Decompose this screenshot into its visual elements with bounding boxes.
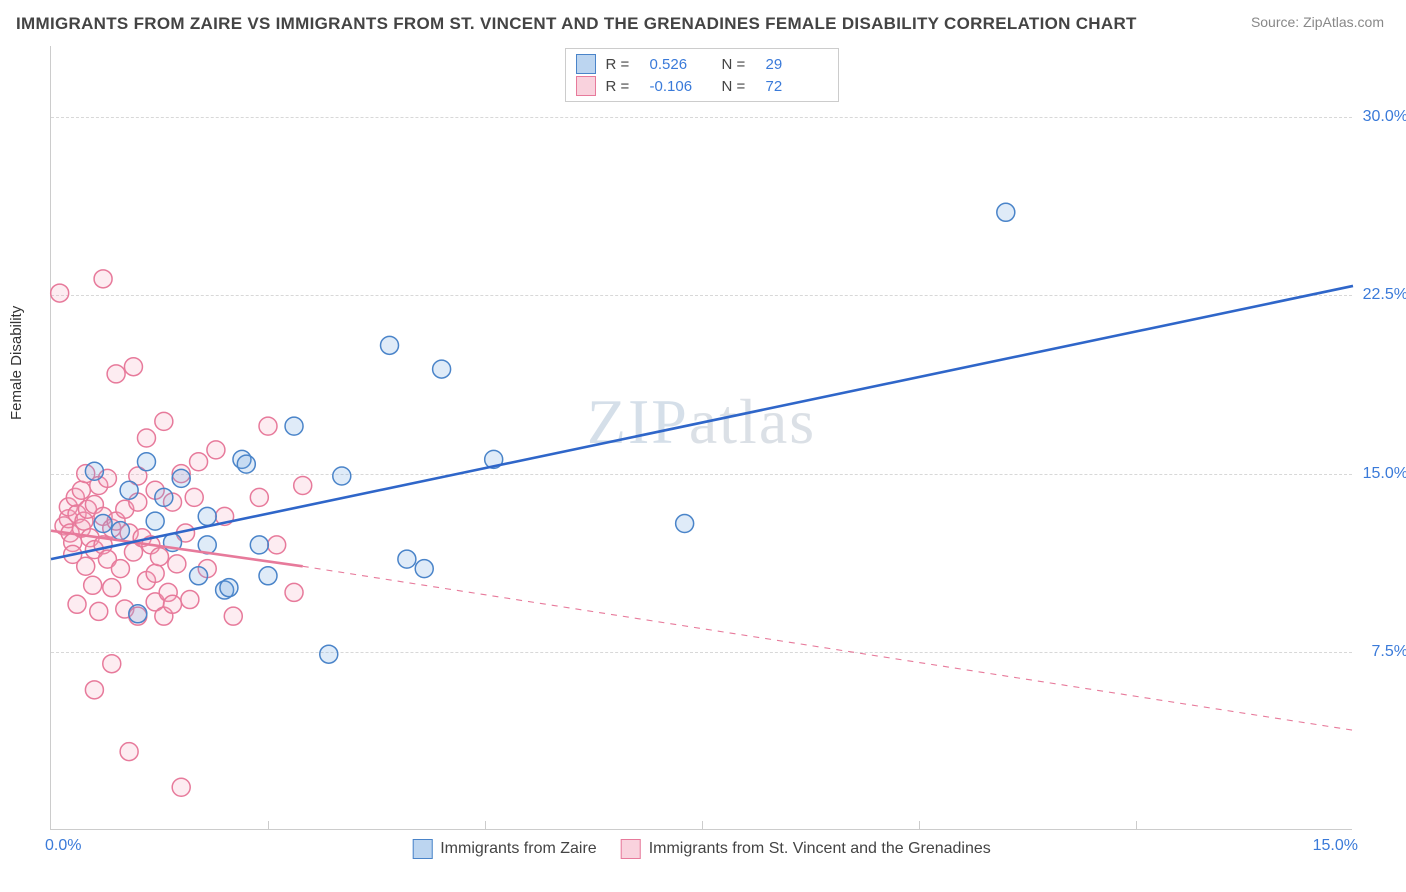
n-value-svg: 72 (766, 78, 828, 95)
y-tick-label: 7.5% (1372, 643, 1406, 661)
y-tick-label: 22.5% (1363, 286, 1406, 304)
swatch-icon (412, 839, 432, 859)
n-label: N = (722, 56, 756, 73)
scatter-svg (51, 46, 1352, 829)
legend-item-zaire: Immigrants from Zaire (412, 839, 596, 859)
n-label: N = (722, 78, 756, 95)
swatch-svg (576, 76, 596, 96)
y-tick-label: 15.0% (1363, 465, 1406, 483)
legend-label: Immigrants from Zaire (440, 840, 596, 858)
legend-series: Immigrants from Zaire Immigrants from St… (412, 839, 991, 859)
legend-label: Immigrants from St. Vincent and the Gren… (649, 840, 991, 858)
x-tick-min: 0.0% (45, 837, 81, 855)
r-label: R = (606, 56, 640, 73)
legend-row-zaire: R = 0.526 N = 29 (576, 53, 828, 75)
swatch-icon (621, 839, 641, 859)
x-tick-max: 15.0% (1313, 837, 1358, 855)
y-axis-label: Female Disability (8, 306, 25, 420)
source-label: Source: ZipAtlas.com (1251, 14, 1384, 30)
n-value-zaire: 29 (766, 56, 828, 73)
r-label: R = (606, 78, 640, 95)
swatch-zaire (576, 54, 596, 74)
r-value-svg: -0.106 (650, 78, 712, 95)
legend-item-svg: Immigrants from St. Vincent and the Gren… (621, 839, 991, 859)
r-value-zaire: 0.526 (650, 56, 712, 73)
plot-area: ZIPatlas 7.5%15.0%22.5%30.0% R = 0.526 N… (50, 46, 1352, 830)
legend-row-svg: R = -0.106 N = 72 (576, 75, 828, 97)
legend-correlation-box: R = 0.526 N = 29 R = -0.106 N = 72 (565, 48, 839, 102)
chart-title: IMMIGRANTS FROM ZAIRE VS IMMIGRANTS FROM… (16, 14, 1137, 34)
y-tick-label: 30.0% (1363, 108, 1406, 126)
